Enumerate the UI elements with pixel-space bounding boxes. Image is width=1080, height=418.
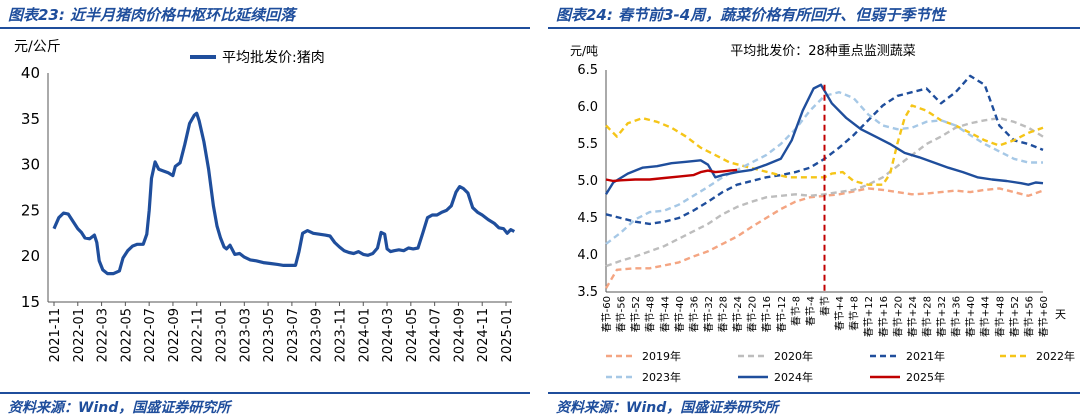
x-tick-label: 2024-05 — [405, 308, 420, 362]
x-tick-label: 2023-05 — [262, 308, 277, 362]
x-tick-label: 2024-09 — [452, 308, 467, 362]
x-tick-label: 春节-60 — [601, 296, 613, 332]
series-line-2025年 — [605, 168, 738, 183]
y-tick-label: 5.0 — [577, 174, 598, 189]
x-tick-label: 春节+20 — [892, 296, 904, 337]
x-tick-label: 2023-01 — [215, 308, 230, 362]
x-tick-label: 春节+16 — [878, 296, 890, 337]
y-tick-label: 40 — [21, 64, 40, 82]
x-tick-label: 春节+28 — [921, 296, 933, 337]
x-tick-label: 春节+40 — [965, 296, 977, 337]
x-tick-label: 春节+44 — [980, 296, 992, 337]
x-tick-label: 春节-56 — [616, 296, 628, 332]
series-line-2020年 — [605, 116, 1044, 268]
x-axis-label: 天 — [1055, 308, 1066, 321]
y-tick-label: 25 — [21, 201, 40, 219]
y-tick-label: 15 — [21, 293, 40, 311]
x-tick-label: 春节-24 — [732, 296, 744, 332]
legend-label: 平均批发价:猪肉 — [222, 50, 325, 66]
x-tick-label: 春节-28 — [718, 296, 730, 332]
series-line-2024年 — [604, 83, 1044, 195]
x-tick-label: 春节 — [820, 296, 832, 316]
x-tick-label: 春节+48 — [994, 296, 1006, 337]
x-tick-label: 2023-09 — [310, 308, 325, 362]
x-tick-label: 2021-11 — [48, 308, 63, 362]
source-divider — [548, 392, 1080, 394]
legend-label: 2025年 — [906, 370, 945, 384]
y-tick-label: 6.0 — [577, 100, 598, 115]
x-tick-label: 春节+52 — [1009, 296, 1021, 337]
x-tick-label: 2022-09 — [167, 308, 182, 362]
x-tick-label: 春节+32 — [936, 296, 948, 337]
x-tick-label: 春节-20 — [747, 296, 759, 332]
x-tick-label: 春节-52 — [630, 296, 642, 332]
y-tick-label: 4.0 — [577, 248, 598, 263]
x-tick-label: 春节-4 — [805, 296, 817, 326]
x-tick-label: 2023-07 — [286, 308, 301, 362]
x-tick-label: 2025-01 — [500, 308, 515, 362]
x-tick-label: 2024-01 — [357, 308, 372, 362]
x-tick-label: 春节+36 — [951, 296, 963, 337]
legend-label: 2019年 — [642, 349, 681, 363]
x-tick-label: 2024-07 — [429, 308, 444, 362]
source-divider — [0, 392, 530, 394]
title-divider — [548, 27, 1080, 29]
legend-label: 2022年 — [1036, 349, 1075, 363]
x-tick-label: 2022-07 — [143, 308, 158, 362]
legend-label: 2023年 — [642, 370, 681, 384]
y-tick-label: 20 — [21, 247, 40, 265]
legend-label: 2020年 — [774, 349, 813, 363]
x-tick-label: 春节-16 — [761, 296, 773, 332]
title-divider — [0, 27, 530, 29]
y-axis-label: 元/公斤 — [14, 39, 61, 55]
x-tick-label: 2024-11 — [476, 308, 491, 362]
vegetable-price-panel: 图表24: 春节前3-4周，蔬菜价格有所回升、但弱于季节性 元/吨 平均批发价：2… — [548, 0, 1080, 418]
y-tick-label: 3.5 — [577, 285, 598, 300]
x-tick-label: 春节+24 — [907, 296, 919, 337]
x-tick-label: 2022-03 — [96, 308, 111, 362]
y-tick-label: 6.5 — [577, 63, 598, 78]
source-note: 资料来源：Wind，国盛证券研究所 — [8, 400, 231, 416]
x-tick-label: 2023-03 — [238, 308, 253, 362]
chart-subtitle: 平均批发价：28种重点监测蔬菜 — [730, 43, 916, 59]
y-tick-label: 4.5 — [577, 211, 598, 226]
legend-label: 2021年 — [906, 349, 945, 363]
chart-title: 图表24: 春节前3-4周，蔬菜价格有所回升、但弱于季节性 — [556, 6, 946, 24]
x-tick-label: 2024-03 — [381, 308, 396, 362]
x-tick-label: 春节-36 — [688, 296, 700, 332]
x-tick-label: 春节-44 — [659, 296, 671, 332]
source-note: 资料来源：Wind，国盛证券研究所 — [556, 400, 779, 416]
series-line-pork — [52, 111, 516, 276]
y-tick-label: 30 — [21, 156, 40, 174]
legend-label: 2024年 — [774, 370, 813, 384]
y-tick-label: 35 — [21, 110, 40, 128]
x-tick-label: 2022-01 — [72, 308, 87, 362]
x-tick-label: 春节-48 — [645, 296, 657, 332]
vegetable-price-chart: 元/吨 平均批发价：28种重点监测蔬菜 3.5 4.0 4.5 5.0 5.5 6.0 6.5 春… — [570, 43, 1075, 384]
x-tick-label: 春节-8 — [790, 296, 802, 326]
x-tick-label: 春节+8 — [849, 296, 861, 331]
x-tick-label: 春节-40 — [674, 296, 686, 332]
x-tick-label: 春节+12 — [863, 296, 875, 337]
x-tick-label: 春节-12 — [776, 296, 788, 332]
x-tick-label: 春节+60 — [1038, 296, 1050, 337]
chart-title: 图表23: 近半月猪肉价格中枢环比延续回落 — [8, 6, 296, 24]
x-tick-label: 春节-32 — [703, 296, 715, 332]
y-axis-label: 元/吨 — [570, 44, 598, 58]
x-tick-label: 春节+56 — [1023, 296, 1035, 337]
y-tick-label: 5.5 — [577, 137, 598, 152]
pork-price-chart: 元/公斤 15 20 25 30 35 40 2021-11 2022-01 2022-03 202… — [14, 39, 516, 362]
x-tick-label: 2022-05 — [119, 308, 134, 362]
x-tick-label: 春节+4 — [834, 296, 846, 331]
x-tick-label: 2023-11 — [333, 308, 348, 362]
series-line-2023年 — [605, 91, 1043, 245]
x-tick-label: 2022-11 — [191, 308, 206, 362]
pork-price-panel: 图表23: 近半月猪肉价格中枢环比延续回落 元/公斤 15 20 25 30 35 40 20… — [0, 0, 530, 418]
